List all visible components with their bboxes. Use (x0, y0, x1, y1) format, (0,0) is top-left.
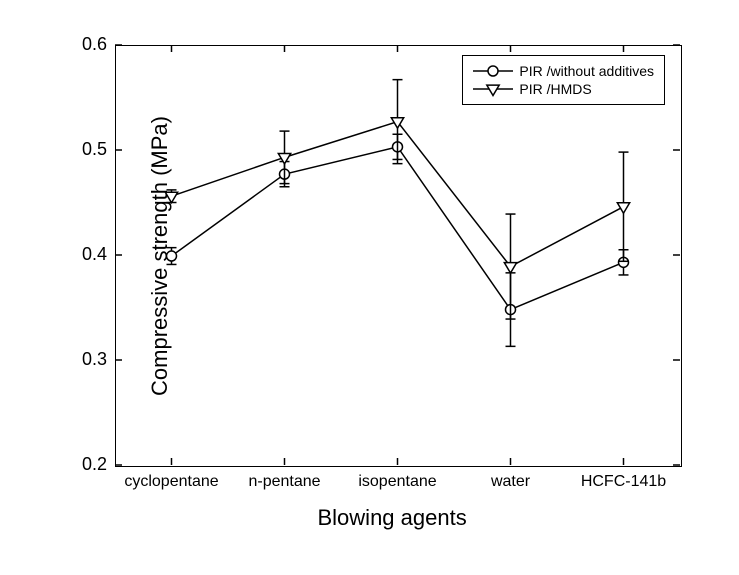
chart-container: Compressive strength (MPa) Blowing agent… (0, 0, 739, 575)
x-tick-label: n-pentane (235, 473, 335, 491)
y-tick-label: 0.3 (82, 349, 107, 370)
x-tick-label: cyclopentane (122, 473, 222, 491)
y-tick-label: 0.6 (82, 34, 107, 55)
x-tick-label: isopentane (348, 473, 448, 491)
x-tick-label: HCFC-141b (574, 473, 674, 491)
y-tick-label: 0.2 (82, 454, 107, 475)
y-tick-label: 0.4 (82, 244, 107, 265)
legend-label: PIR /HMDS (519, 81, 591, 97)
legend-item: PIR /without additives (473, 62, 654, 80)
legend: PIR /without additives PIR /HMDS (462, 55, 665, 105)
y-tick-label: 0.5 (82, 139, 107, 160)
x-tick-label: water (461, 473, 561, 491)
legend-item: PIR /HMDS (473, 80, 654, 98)
legend-label: PIR /without additives (519, 63, 654, 79)
